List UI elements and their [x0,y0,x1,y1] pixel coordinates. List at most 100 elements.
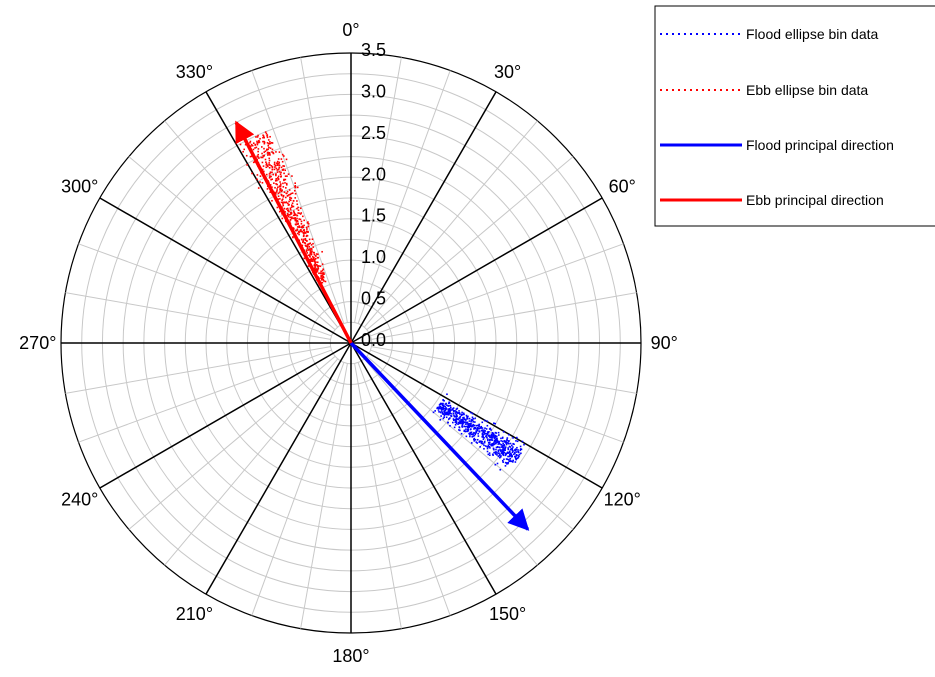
angle-tick-label: 0° [342,20,359,40]
scatter-point [283,155,285,157]
scatter-point [464,430,467,433]
radial-tick-label: 1.5 [361,206,386,226]
scatter-point [493,437,496,440]
minor-spoke [65,292,331,340]
scatter-point [290,206,293,208]
scatter-point [456,412,459,414]
scatter-point [285,201,288,203]
scatter-point [504,454,507,457]
scatter-point [300,222,303,225]
scatter-point [268,173,271,175]
scatter-point [322,276,325,279]
scatter-point [480,429,483,432]
scatter-point [270,178,272,181]
scatter-point [496,438,498,440]
scatter-point [302,226,305,229]
scatter-point [461,426,464,428]
scatter-point [493,422,495,425]
scatter-point [461,411,463,414]
scatter-point [440,415,442,417]
scatter-point [483,440,486,443]
scatter-point [320,270,322,273]
scatter-point [488,435,491,438]
scatter-point [278,171,281,173]
minor-spoke [354,57,402,323]
scatter-point [307,249,310,251]
scatter-point [511,451,514,453]
scatter-point [305,245,307,247]
scatter-point [466,423,469,425]
scatter-point [291,205,294,208]
scatter-point [267,139,270,141]
scatter-point [437,407,440,409]
scatter-point [487,441,490,444]
angle-tick-label: 60° [609,176,636,196]
scatter-point [321,263,324,265]
scatter-point [483,419,486,422]
scatter-point [508,440,510,442]
scatter-point [266,134,268,137]
scatter-point [492,443,494,446]
scatter-point [261,161,264,164]
scatter-point [310,253,313,256]
scatter-point [289,199,292,202]
scatter-point [432,411,435,414]
scatter-point [277,178,280,181]
scatter-point [475,430,478,433]
scatter-point [294,214,296,217]
scatter-point [481,421,484,424]
scatter-point [293,217,295,219]
scatter-point [294,182,296,184]
scatter-point [502,461,504,463]
scatter-point [300,238,303,241]
scatter-point [306,228,308,230]
scatter-point [468,420,471,422]
scatter-point [309,255,311,257]
scatter-point [274,164,277,167]
scatter-point [289,198,291,201]
scatter-point [298,212,300,215]
scatter-point [266,164,269,167]
scatter-point [262,170,265,173]
scatter-point [268,163,270,166]
scatter-point [267,154,269,156]
scatter-point [467,424,470,427]
scatter-point [501,440,504,443]
scatter-point [442,413,445,415]
scatter-point [292,200,295,202]
scatter-point [303,231,306,233]
scatter-point [305,231,307,234]
scatter-point [256,174,259,176]
scatter-point [492,433,495,436]
scatter-point [306,249,308,251]
scatter-point [304,239,307,241]
scatter-point [497,450,500,453]
scatter-point [296,226,299,228]
scatter-point [474,417,476,420]
scatter-point [277,158,280,160]
scatter-series-0 [432,393,525,471]
scatter-point [284,169,287,172]
scatter-point [261,156,264,159]
scatter-point [496,439,499,442]
scatter-point [463,425,466,428]
scatter-point [282,196,285,198]
scatter-point [314,267,316,270]
scatter-point [484,445,487,447]
scatter-point [506,452,509,454]
scatter-point [289,207,292,210]
scatter-point [501,450,504,453]
angle-tick-label: 210° [176,604,213,624]
scatter-point [286,190,289,193]
scatter-point [280,158,283,160]
scatter-point [307,221,309,223]
scatter-point [455,419,458,421]
scatter-point [284,211,286,213]
scatter-point [488,438,491,441]
scatter-point [509,458,512,460]
scatter-point [320,279,323,281]
scatter-point [515,451,518,453]
scatter-point [446,408,448,410]
scatter-point [268,176,271,179]
scatter-point [440,408,443,410]
